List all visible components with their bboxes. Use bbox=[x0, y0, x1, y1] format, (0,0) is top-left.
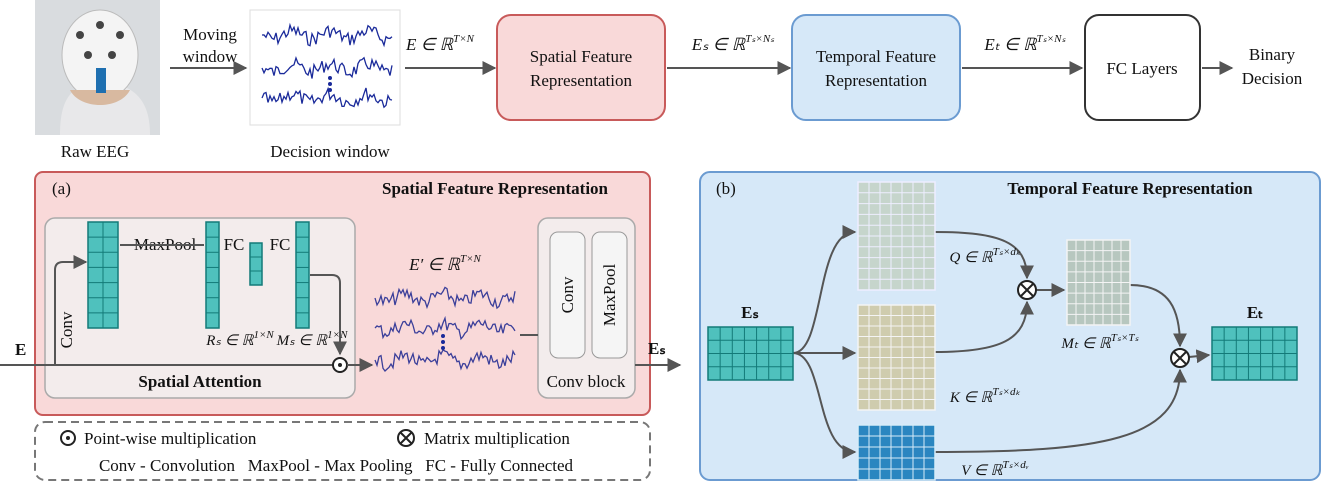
dot bbox=[328, 76, 332, 80]
matrix-bg bbox=[296, 222, 309, 328]
label: Binary bbox=[1249, 45, 1296, 64]
math-sup: Tₛ×dₖ bbox=[993, 246, 1021, 258]
matrix bbox=[1212, 327, 1297, 380]
label: Raw EEG bbox=[61, 142, 129, 161]
legend-text: Point-wise multiplication bbox=[84, 429, 257, 448]
temporal-box bbox=[792, 15, 960, 120]
panel-label: (b) bbox=[716, 179, 736, 198]
box-label: Spatial Feature bbox=[530, 47, 632, 66]
layer-label: Conv bbox=[558, 276, 577, 313]
matrix bbox=[296, 222, 309, 328]
matrix-bg bbox=[250, 243, 262, 285]
math-label: Eₛ ∈ ℝTₛ×Nₛ bbox=[691, 33, 775, 54]
label: Spatial Attention bbox=[138, 372, 262, 391]
matrix bbox=[206, 222, 219, 328]
matrix-bg bbox=[858, 425, 935, 480]
math: Eₛ ∈ ℝ bbox=[691, 35, 747, 54]
math-sup: T×N bbox=[460, 253, 482, 265]
eeg-photo bbox=[35, 0, 160, 135]
panel-title: Spatial Feature Representation bbox=[382, 179, 609, 198]
legend-text: Matrix multiplication bbox=[424, 429, 570, 448]
matrix bbox=[1067, 240, 1130, 325]
matrix-bg bbox=[206, 222, 219, 328]
math: Mₜ ∈ ℝ bbox=[1060, 336, 1111, 352]
dot bbox=[328, 88, 332, 92]
label: FC bbox=[224, 235, 245, 254]
math-sup: Tₛ×Nₛ bbox=[745, 33, 775, 45]
label: Conv bbox=[57, 311, 76, 348]
math-sup: T×N bbox=[453, 33, 475, 45]
dot bbox=[441, 340, 445, 344]
matrix bbox=[88, 222, 118, 328]
math: Rₛ ∈ ℝ bbox=[205, 333, 254, 349]
temporal-panel bbox=[700, 172, 1320, 480]
box-label: FC Layers bbox=[1106, 59, 1177, 78]
panel-title: Temporal Feature Representation bbox=[1007, 179, 1253, 198]
matrix bbox=[708, 327, 793, 380]
legend-text: Conv - Convolution MaxPool - Max Pooling… bbox=[99, 456, 574, 475]
math-label: E ∈ ℝT×N bbox=[405, 33, 475, 54]
otimes bbox=[1018, 281, 1036, 299]
label: Decision bbox=[1242, 69, 1303, 88]
math-sup: Tₛ×dₖ bbox=[992, 386, 1020, 398]
label: Conv block bbox=[547, 372, 626, 391]
math: Mₛ ∈ ℝ bbox=[276, 333, 329, 349]
math-label: Eₜ ∈ ℝTₛ×Nₛ bbox=[983, 33, 1066, 54]
box-label: Temporal Feature bbox=[816, 47, 936, 66]
spatial-box bbox=[497, 15, 665, 120]
input-label: E bbox=[15, 340, 26, 359]
dot bbox=[441, 334, 445, 338]
math-sup: 1×N bbox=[253, 329, 274, 341]
input-label: Eₛ bbox=[741, 303, 759, 322]
math-sup: 1×N bbox=[327, 329, 348, 341]
layer-label: MaxPool bbox=[600, 264, 619, 327]
matrix bbox=[858, 305, 935, 410]
label: Decision window bbox=[270, 142, 390, 161]
math-sup: Tₛ×Tₛ bbox=[1111, 332, 1140, 344]
math: E ∈ ℝ bbox=[405, 35, 455, 54]
box-label: Representation bbox=[825, 71, 927, 90]
math-sup: Tₛ×dᵥ bbox=[1003, 459, 1029, 471]
matrix bbox=[250, 243, 262, 285]
label: FC bbox=[270, 235, 291, 254]
output-label: Eₜ bbox=[1247, 303, 1263, 322]
otimes bbox=[398, 430, 414, 446]
dot bbox=[328, 82, 332, 86]
otimes bbox=[1171, 349, 1189, 367]
matrix bbox=[858, 425, 935, 480]
box-label: Representation bbox=[530, 71, 632, 90]
matrix bbox=[858, 182, 935, 290]
odot bbox=[333, 358, 347, 372]
dot bbox=[441, 346, 445, 350]
math: V ∈ ℝ bbox=[961, 463, 1003, 479]
odot bbox=[61, 431, 75, 445]
math: Q ∈ ℝ bbox=[949, 250, 993, 266]
label: window bbox=[183, 47, 239, 66]
math: K ∈ ℝ bbox=[949, 390, 994, 406]
math-sup: Tₛ×Nₛ bbox=[1037, 33, 1067, 45]
label: Moving bbox=[183, 25, 237, 44]
output-label: Eₛ bbox=[648, 339, 666, 358]
panel-label: (a) bbox=[52, 179, 71, 198]
math: Eₜ ∈ ℝ bbox=[983, 35, 1038, 54]
diagram: Raw EEG Moving window Decision window E … bbox=[0, 0, 1332, 486]
math: E′ ∈ ℝ bbox=[408, 255, 461, 274]
